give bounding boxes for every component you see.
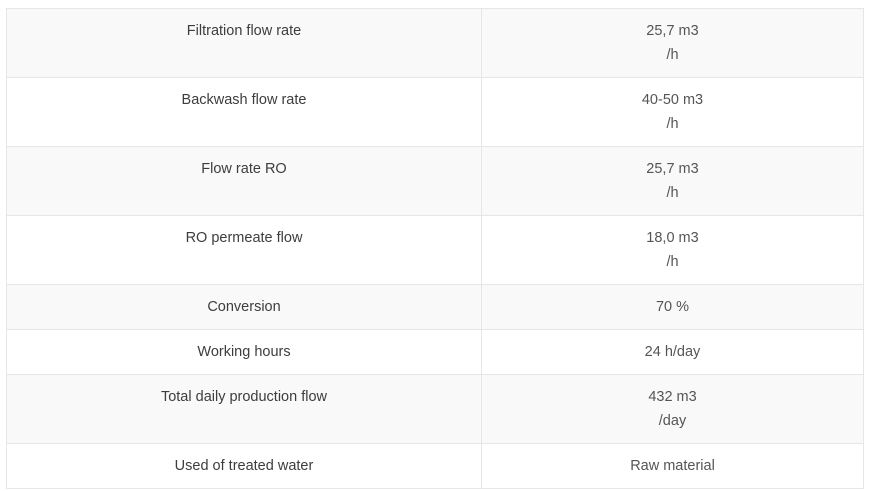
value-line-2: /h bbox=[666, 47, 679, 63]
row-value: 18,0 m3 /h bbox=[481, 215, 864, 285]
value-line-2: /h bbox=[666, 185, 679, 201]
row-value: 432 m3 /day bbox=[481, 374, 864, 444]
value-line-1: 40-50 m3 bbox=[641, 92, 704, 108]
row-value: Raw material bbox=[481, 443, 864, 489]
table-row: Filtration flow rate 25,7 m3 /h bbox=[6, 8, 864, 78]
value-line-2: /day bbox=[658, 413, 687, 429]
table-row: Backwash flow rate 40-50 m3 /h bbox=[6, 77, 864, 147]
value-line-1: 18,0 m3 bbox=[646, 230, 699, 246]
table-row: Flow rate RO 25,7 m3 /h bbox=[6, 146, 864, 216]
row-value: 70 % bbox=[481, 284, 864, 330]
row-value: 40-50 m3 /h bbox=[481, 77, 864, 147]
value-line-1: 432 m3 bbox=[648, 389, 697, 405]
specs-table-container: Filtration flow rate 25,7 m3 /h Backwash… bbox=[6, 8, 864, 489]
row-value: 25,7 m3 /h bbox=[481, 8, 864, 78]
row-label: Working hours bbox=[6, 329, 482, 375]
table-row: Conversion 70 % bbox=[6, 284, 864, 330]
table-row: Working hours 24 h/day bbox=[6, 329, 864, 375]
row-label: Used of treated water bbox=[6, 443, 482, 489]
value-line-1: 24 h/day bbox=[644, 344, 701, 360]
table-row: Used of treated water Raw material bbox=[6, 443, 864, 489]
table-row: RO permeate flow 18,0 m3 /h bbox=[6, 215, 864, 285]
row-label: Filtration flow rate bbox=[6, 8, 482, 78]
value-line-1: Raw material bbox=[630, 458, 715, 474]
row-value: 25,7 m3 /h bbox=[481, 146, 864, 216]
row-label: Conversion bbox=[6, 284, 482, 330]
value-line-2: /h bbox=[666, 254, 679, 270]
value-line-2: /h bbox=[666, 116, 679, 132]
value-line-1: 70 % bbox=[655, 299, 690, 315]
row-label: RO permeate flow bbox=[6, 215, 482, 285]
row-label: Total daily production flow bbox=[6, 374, 482, 444]
value-line-1: 25,7 m3 bbox=[646, 161, 699, 177]
row-label: Backwash flow rate bbox=[6, 77, 482, 147]
value-line-1: 25,7 m3 bbox=[646, 23, 699, 39]
specs-table: Filtration flow rate 25,7 m3 /h Backwash… bbox=[6, 8, 864, 489]
row-label: Flow rate RO bbox=[6, 146, 482, 216]
table-row: Total daily production flow 432 m3 /day bbox=[6, 374, 864, 444]
row-value: 24 h/day bbox=[481, 329, 864, 375]
